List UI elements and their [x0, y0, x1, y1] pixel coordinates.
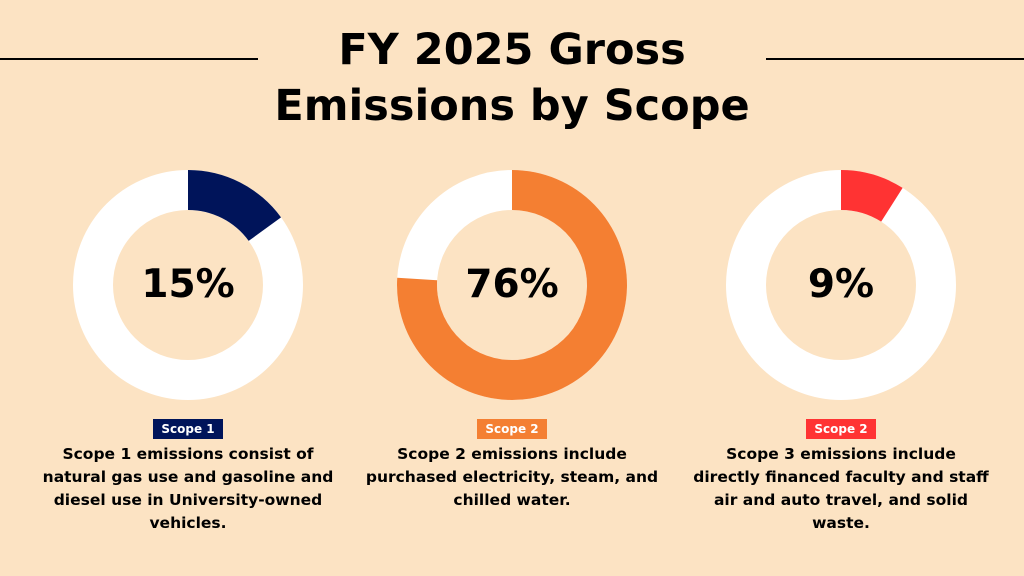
donut-chart [726, 170, 956, 400]
scope-description: Scope 3 emissions include directly finan… [693, 445, 989, 532]
title-rule-left [0, 58, 258, 60]
percent-label: 15% [141, 262, 235, 307]
donut-chart [397, 170, 627, 400]
scope-description: Scope 1 emissions consist of natural gas… [42, 445, 334, 532]
scope-badge: Scope 2 [806, 419, 876, 439]
donut-chart [73, 170, 303, 400]
percent-label: 76% [465, 262, 559, 307]
title-rule-right [766, 58, 1024, 60]
donut-slice [188, 170, 282, 241]
donut-slice [397, 170, 627, 400]
scope-description: Scope 2 emissions include purchased elec… [365, 445, 659, 509]
scope-badge: Scope 2 [477, 419, 547, 439]
scope-badge: Scope 1 [153, 419, 223, 439]
donut-panel-3: 9% Scope 2 Scope 3 emissions include direc… [691, 165, 991, 535]
donut-panel-1: 15% Scope 1 Scope 1 emissions consist of n… [38, 165, 338, 535]
donut-panel-2: 76% Scope 2 Scope 2 emissions include purc… [362, 165, 662, 512]
page-title: FY 2025 Gross Emissions by Scope [274, 25, 750, 131]
donut-slice [841, 170, 903, 222]
percent-label: 9% [807, 262, 875, 307]
